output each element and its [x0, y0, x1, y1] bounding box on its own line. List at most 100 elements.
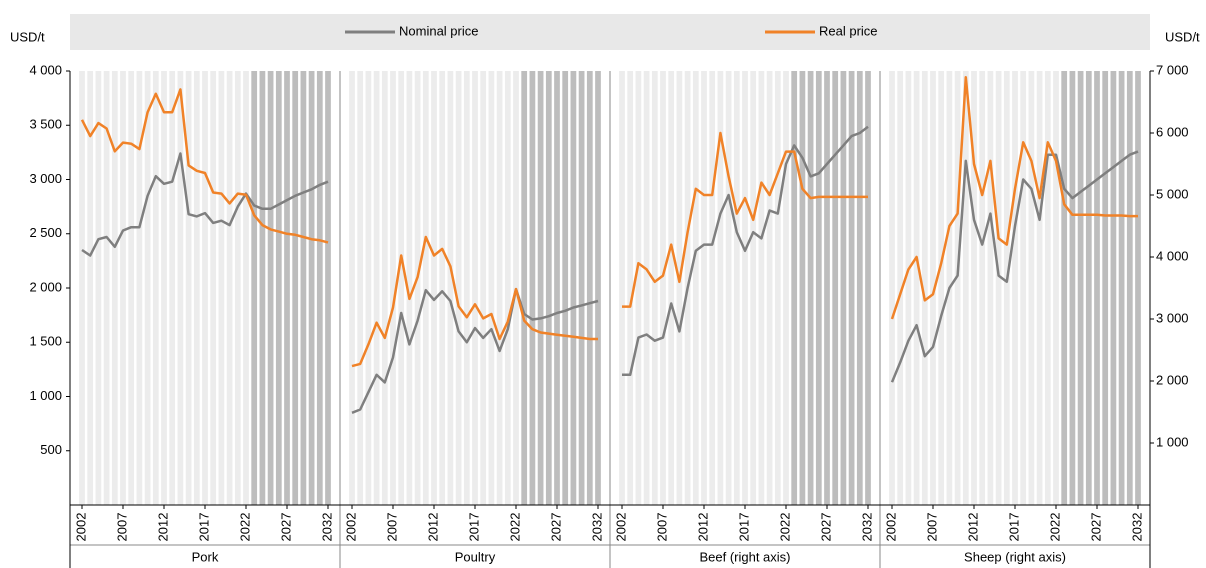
legend-label: Real price — [819, 23, 878, 38]
year-stripe — [717, 71, 724, 505]
panel-label: Pork — [192, 549, 219, 564]
year-stripe — [921, 71, 928, 505]
x-tick-label: 2012 — [155, 513, 170, 542]
year-stripe — [995, 71, 1002, 505]
year-stripe — [619, 71, 625, 505]
x-tick-label: 2022 — [237, 513, 252, 542]
nominal-line — [81, 152, 329, 257]
year-stripe — [807, 71, 814, 505]
year-stripe — [406, 71, 413, 505]
year-stripe — [144, 71, 151, 505]
year-stripe — [455, 71, 462, 505]
year-stripe — [234, 71, 241, 505]
year-stripe — [971, 71, 977, 505]
year-stripe — [692, 71, 699, 505]
year-stripe — [120, 71, 126, 505]
year-stripe — [136, 71, 143, 505]
year-stripe — [856, 71, 863, 505]
year-stripe — [750, 71, 757, 505]
year-stripe — [709, 71, 716, 505]
year-stripe — [562, 71, 569, 505]
real-line — [890, 75, 1138, 320]
year-stripe — [832, 71, 839, 505]
year-stripe — [390, 71, 396, 505]
year-stripe — [1135, 71, 1141, 505]
year-stripe — [595, 71, 601, 505]
year-stripe — [1020, 71, 1027, 505]
year-stripe — [463, 71, 470, 505]
year-stripe — [79, 71, 85, 505]
year-stripe — [210, 71, 217, 505]
year-stripe — [275, 71, 282, 505]
year-stripe — [422, 71, 429, 505]
x-tick-label: 2022 — [777, 513, 792, 542]
year-stripe — [1061, 71, 1068, 505]
y2-tick-label: 2 000 — [1156, 372, 1189, 387]
year-stripe — [660, 71, 666, 505]
year-stripe — [439, 71, 446, 505]
year-stripe — [1102, 71, 1109, 505]
year-stripe — [152, 71, 159, 505]
y2-tick-label: 5 000 — [1156, 186, 1189, 201]
year-stripe — [545, 71, 552, 505]
year-stripe — [865, 71, 871, 505]
legend-label: Nominal price — [399, 23, 478, 38]
y2-tick-label: 6 000 — [1156, 124, 1189, 139]
year-stripe — [218, 71, 225, 505]
y-axis-label: USD/t — [10, 29, 45, 44]
x-tick-label: 2017 — [1006, 513, 1021, 542]
year-stripe — [766, 71, 773, 505]
year-stripe — [161, 71, 167, 505]
year-stripe — [537, 71, 544, 505]
x-tick-label: 2012 — [695, 513, 710, 542]
year-stripe — [87, 71, 94, 505]
x-tick-label: 2027 — [1088, 513, 1103, 542]
legend-bg — [70, 14, 1150, 50]
year-stripe — [987, 71, 994, 505]
x-tick-label: 2022 — [507, 513, 522, 542]
year-stripe — [504, 71, 511, 505]
year-stripe — [733, 71, 740, 505]
year-stripe — [480, 71, 487, 505]
real-line — [622, 131, 868, 308]
year-stripe — [185, 71, 192, 505]
year-stripe — [95, 71, 102, 505]
year-stripe — [308, 71, 315, 505]
year-stripe — [472, 71, 478, 505]
year-stripe — [325, 71, 331, 505]
year-stripe — [742, 71, 748, 505]
real-line — [351, 235, 598, 368]
year-stripe — [848, 71, 855, 505]
year-stripe — [1012, 71, 1018, 505]
year-stripe — [1028, 71, 1035, 505]
x-tick-label: 2032 — [589, 513, 604, 542]
x-tick-label: 2002 — [613, 513, 628, 542]
nominal-line — [351, 287, 599, 414]
year-stripe — [668, 71, 675, 505]
year-stripe — [1036, 71, 1043, 505]
year-stripe — [643, 71, 650, 505]
year-stripe — [169, 71, 176, 505]
y-tick-label: 4 000 — [29, 62, 62, 77]
x-tick-label: 2027 — [548, 513, 563, 542]
year-stripe — [791, 71, 798, 505]
year-stripe — [1110, 71, 1117, 505]
x-tick-label: 2017 — [466, 513, 481, 542]
year-stripe — [799, 71, 806, 505]
year-stripe — [905, 71, 912, 505]
x-tick-label: 2027 — [278, 513, 293, 542]
year-stripe — [840, 71, 847, 505]
y-tick-label: 3 500 — [29, 117, 62, 132]
year-stripe — [349, 71, 355, 505]
year-stripe — [447, 71, 454, 505]
year-stripe — [774, 71, 781, 505]
x-tick-label: 2007 — [114, 513, 129, 542]
year-stripe — [1044, 71, 1051, 505]
year-stripe — [111, 71, 118, 505]
year-stripe — [783, 71, 789, 505]
year-stripe — [676, 71, 683, 505]
year-stripe — [578, 71, 585, 505]
year-stripe — [758, 71, 765, 505]
